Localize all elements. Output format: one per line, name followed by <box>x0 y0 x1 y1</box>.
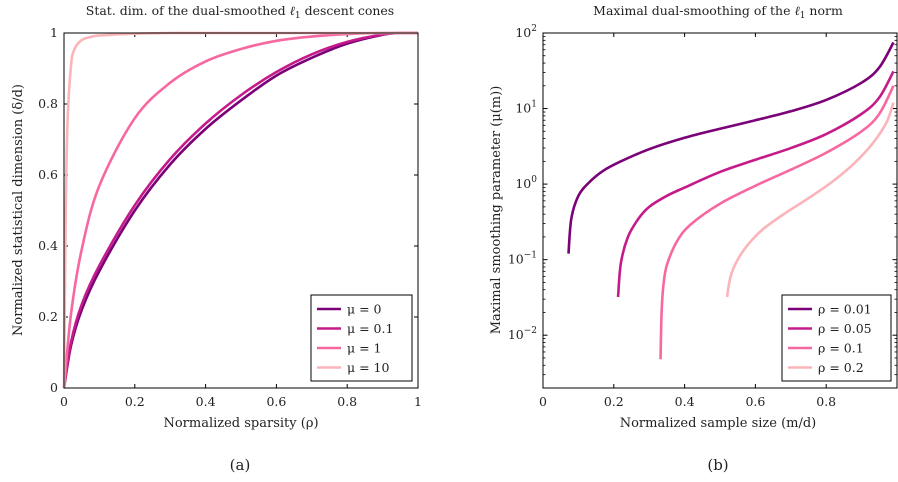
ylabel-a: Normalized statistical dimension (δ/d) <box>11 84 26 336</box>
x-tick-label-a: 0.2 <box>125 394 145 409</box>
xlabel-b: Normalized sample size (m/d) <box>620 416 817 431</box>
y-tick-label-b: 102 <box>515 24 537 40</box>
x-tick-label-b: 0.2 <box>604 394 624 409</box>
y-tick-label-b: 10−2 <box>508 326 537 342</box>
legend-label-a: μ = 0 <box>347 302 382 317</box>
series-line-b-2 <box>659 85 895 360</box>
x-tick-label-a: 0.8 <box>337 394 357 409</box>
legend-label-b: ρ = 0.1 <box>818 341 864 356</box>
y-tick-label-a: 0.6 <box>38 167 58 182</box>
x-tick-label-a: 1 <box>414 394 422 409</box>
axes-frame-b <box>542 32 898 389</box>
axes-frame-a <box>63 32 419 389</box>
xlabel-a: Normalized sparsity (ρ) <box>163 416 318 431</box>
series-line-a-1 <box>62 31 419 389</box>
plot-area-b <box>567 41 895 360</box>
legend-label-a: μ = 1 <box>347 341 382 356</box>
legend-b: ρ = 0.01 ρ = 0.05 ρ = 0.1 ρ = 0.2 <box>781 294 892 382</box>
x-tick-label-b: 0 <box>539 394 547 409</box>
ticks-a: 0 0.2 0.4 0.6 0.8 1 0 0.2 0.4 0.6 0.8 1 <box>38 25 422 409</box>
x-tick-label-a: 0.4 <box>196 394 216 409</box>
y-tick-label-a: 0.8 <box>38 96 58 111</box>
series-line-b-3 <box>725 102 895 298</box>
y-tick-label-a: 0 <box>50 380 58 395</box>
y-tick-label-b: 100 <box>515 175 537 191</box>
legend-label-b: ρ = 0.2 <box>818 360 864 375</box>
x-tick-label-a: 0 <box>60 394 68 409</box>
legend-label-b: ρ = 0.01 <box>818 302 872 317</box>
plot-area-a <box>62 31 419 389</box>
title-a: Stat. dim. of the dual-smoothed ℓ1 desce… <box>86 3 394 21</box>
legend-label-b: ρ = 0.05 <box>818 321 872 336</box>
ticks-b: 0 0.2 0.4 0.6 0.8 102 101 100 10−1 10−2 <box>508 24 897 409</box>
panel-a: Stat. dim. of the dual-smoothed ℓ1 desce… <box>11 3 422 474</box>
caption-b: (b) <box>707 456 728 474</box>
x-tick-label-b: 0.4 <box>675 394 695 409</box>
caption-a: (a) <box>230 456 251 474</box>
y-tick-label-a: 0.4 <box>38 238 58 253</box>
x-tick-label-b: 0.6 <box>745 394 765 409</box>
y-tick-label-b: 10−1 <box>508 251 537 267</box>
x-tick-label-b: 0.8 <box>816 394 836 409</box>
series-line-b-0 <box>567 41 895 254</box>
y-tick-label-a: 1 <box>50 25 58 40</box>
legend-label-a: μ = 10 <box>347 360 389 375</box>
x-tick-label-a: 0.6 <box>266 394 286 409</box>
y-tick-label-b: 101 <box>515 100 537 116</box>
ylabel-b: Maximal smoothing parameter (μ(m)) <box>489 86 504 335</box>
title-b: Maximal dual-smoothing of the ℓ1 norm <box>593 3 843 21</box>
series-line-b-1 <box>616 70 895 298</box>
legend-a: μ = 0 μ = 0.1 μ = 1 μ = 10 <box>310 294 413 382</box>
y-tick-label-a: 0.2 <box>38 309 58 324</box>
legend-label-a: μ = 0.1 <box>347 321 393 336</box>
